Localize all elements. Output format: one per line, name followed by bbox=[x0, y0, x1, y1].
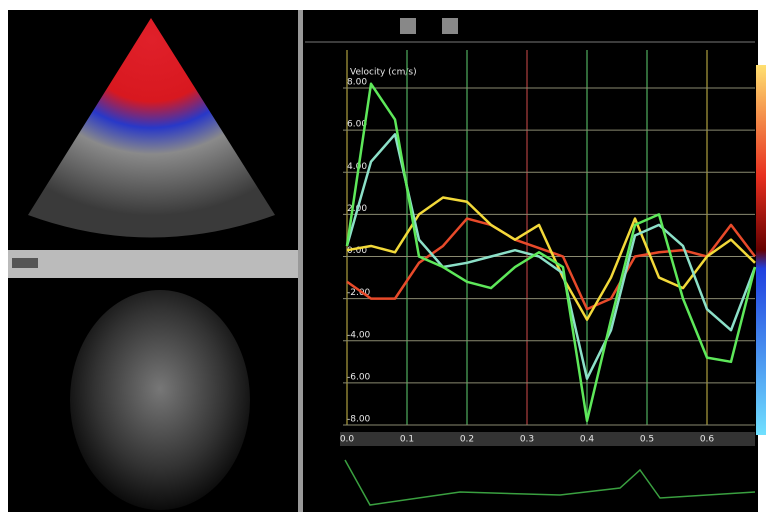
y-tick-label: -2.00 bbox=[347, 288, 371, 298]
color-bar bbox=[756, 65, 766, 435]
x-tick-label: 0.2 bbox=[460, 435, 474, 445]
bmode-image bbox=[70, 290, 250, 510]
chart-title: Velocity (cm/s) bbox=[350, 68, 417, 78]
x-tick-label: 0.3 bbox=[520, 435, 534, 445]
x-tick-label: 0.1 bbox=[400, 435, 414, 445]
x-tick-label: 0.0 bbox=[340, 435, 355, 445]
series-line bbox=[345, 133, 757, 380]
x-tick-label: 0.4 bbox=[580, 435, 595, 445]
y-tick-label: 6.00 bbox=[347, 120, 367, 130]
y-tick-label: -4.00 bbox=[347, 330, 371, 340]
divider-bar bbox=[8, 250, 298, 278]
y-tick-label: -6.00 bbox=[347, 372, 371, 382]
divider-icon bbox=[12, 258, 38, 268]
toolbar-button[interactable] bbox=[400, 18, 416, 34]
ecg-trace bbox=[344, 459, 756, 506]
x-axis-band bbox=[340, 432, 755, 446]
y-tick-label: 4.00 bbox=[347, 162, 367, 172]
x-tick-label: 0.5 bbox=[640, 435, 654, 445]
x-tick-label: 0.6 bbox=[700, 435, 715, 445]
panel-divider bbox=[298, 10, 303, 512]
y-tick-label: 0.00 bbox=[347, 246, 367, 256]
doppler-image bbox=[28, 18, 275, 238]
y-tick-label: 8.00 bbox=[347, 78, 367, 88]
toolbar-button[interactable] bbox=[442, 18, 458, 34]
y-tick-label: -8.00 bbox=[347, 415, 371, 425]
series-line bbox=[345, 82, 757, 423]
